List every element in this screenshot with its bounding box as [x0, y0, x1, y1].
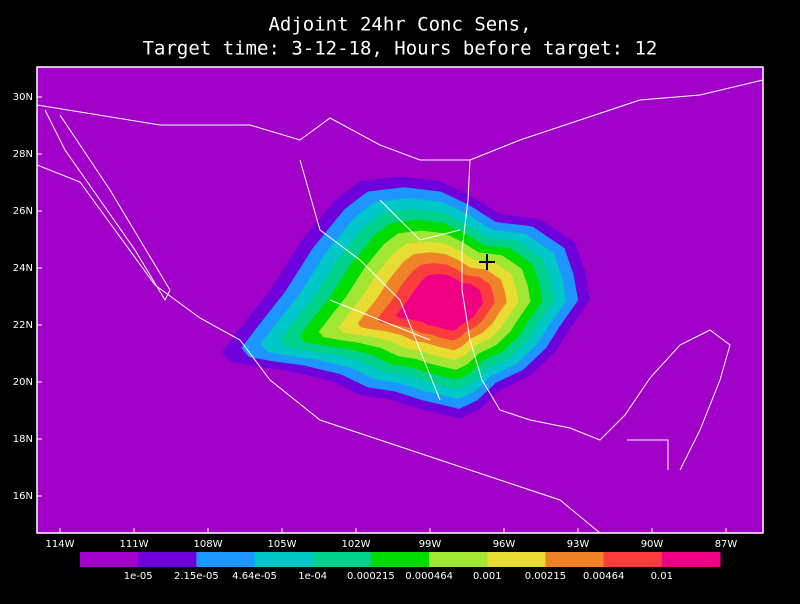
colorbar-label: 0.00464 [583, 571, 624, 582]
lat-label: 18N [13, 434, 33, 445]
lat-label: 16N [13, 491, 33, 502]
lon-label: 93W [567, 539, 590, 550]
baja [44, 109, 171, 302]
lat-label: 30N [13, 92, 33, 103]
title-line: Target time: 3-12-18, Hours before targe… [143, 38, 658, 60]
lat-label: 26N [13, 206, 33, 217]
pacific-coast [37, 164, 601, 533]
contours [222, 176, 590, 419]
colorbar-label: 1e-05 [124, 571, 153, 582]
colorbar-swatch [545, 552, 605, 567]
lon-label: 99W [419, 539, 442, 550]
colorbar-swatch [487, 552, 546, 567]
colorbar-swatch [312, 552, 372, 567]
lat-label: 22N [13, 320, 33, 331]
lon-label: 111W [120, 539, 149, 550]
colorbar: 1e-05 2.15e-05 4.64e-05 1e-04 0.000215 0.0004… [80, 552, 721, 582]
colorbar-label: 1e-04 [298, 571, 327, 582]
colorbar-swatch [80, 552, 139, 567]
colorbar-swatch [254, 552, 314, 567]
colorbar-label: 0.000215 [347, 571, 395, 582]
lon-label: 90W [641, 539, 664, 550]
lat-label: 24N [13, 263, 33, 274]
lon-label: 105W [268, 539, 297, 550]
lon-label: 108W [194, 539, 223, 550]
us-coast [469, 79, 763, 161]
target-marker [479, 254, 495, 270]
lon-label: 96W [493, 539, 516, 550]
colorbar-swatch [661, 552, 721, 567]
coastlines [37, 79, 763, 533]
colorbar-label: 0.01 [651, 571, 673, 582]
map-frame [36, 66, 764, 534]
border [37, 104, 470, 161]
lat-label: 28N [13, 149, 33, 160]
colorbar-swatch [138, 552, 197, 567]
colorbar-label: 2.15e-05 [174, 571, 219, 582]
colorbar-label: 0.000464 [405, 571, 453, 582]
colorbar-label: 0.001 [473, 571, 502, 582]
state-lines [299, 159, 669, 470]
colorbar-swatch [370, 552, 430, 567]
colorbar-label: 0.00215 [525, 571, 566, 582]
lon-label: 102W [342, 539, 371, 550]
colorbar-swatch [196, 552, 256, 567]
contour-band [396, 273, 483, 331]
colorbar-swatch [603, 552, 663, 567]
lon-label: 87W [715, 539, 738, 550]
title-line: Adjoint 24hr Conc Sens, [268, 14, 531, 36]
lat-label: 20N [13, 377, 33, 388]
colorbar-label: 4.64e-05 [232, 571, 277, 582]
lon-label: 114W [46, 539, 75, 550]
axes: 30N 28N 26N 24N 22N 20N 18N 16N 114W 111W 108W 105W… [13, 92, 738, 550]
colorbar-swatch [429, 552, 488, 567]
gulf-coast [461, 159, 731, 471]
